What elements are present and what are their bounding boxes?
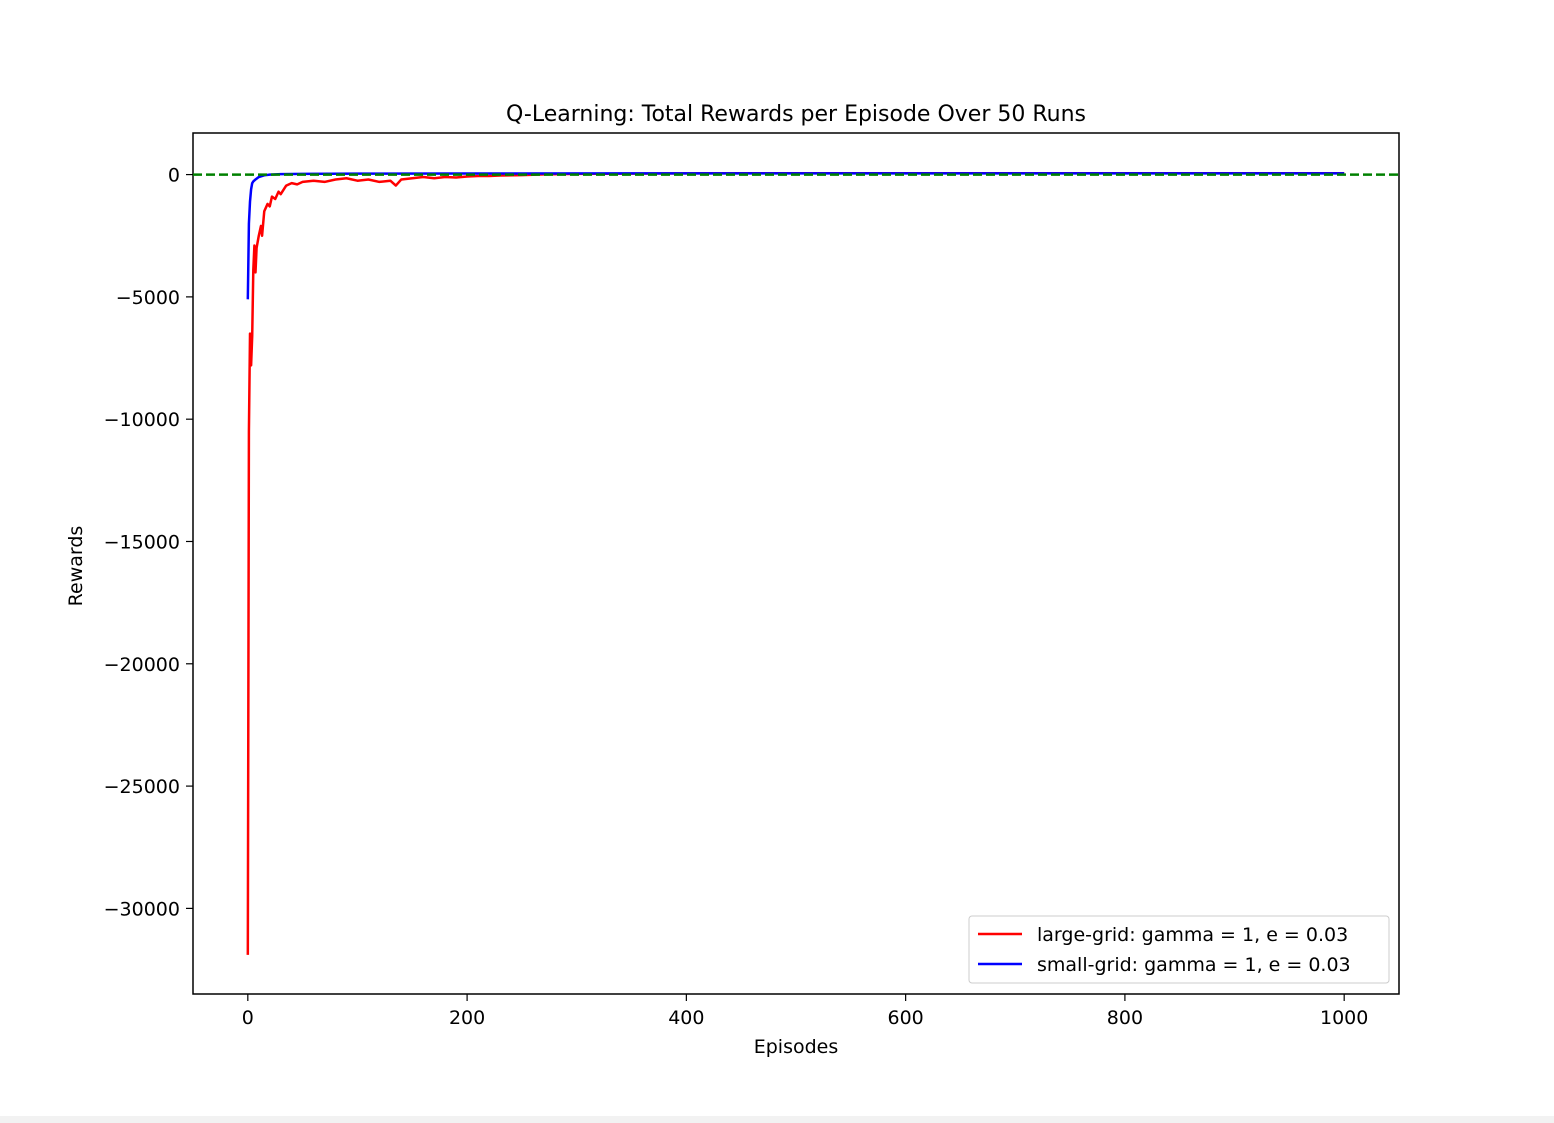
- x-tick-label: 800: [1107, 1007, 1143, 1029]
- legend-label-small-grid: small-grid: gamma = 1, e = 0.03: [1037, 954, 1351, 976]
- x-tick-label: 400: [668, 1007, 704, 1029]
- plot-area: [192, 132, 1400, 995]
- x-axis-label: Episodes: [754, 1036, 839, 1058]
- y-tick-label: −15000: [104, 531, 180, 553]
- x-tick-label: 1000: [1320, 1007, 1368, 1029]
- y-axis: 0 −5000 −10000 −15000 −20000 −25000 −30000: [104, 165, 193, 920]
- legend-frame: [968, 915, 1390, 984]
- y-tick-label: −5000: [116, 287, 180, 309]
- chart-title: Q-Learning: Total Rewards per Episode Ov…: [506, 102, 1086, 127]
- x-tick-label: 600: [888, 1007, 924, 1029]
- y-tick-label: −10000: [104, 409, 180, 431]
- bottom-strip: [0, 1116, 1554, 1123]
- y-tick-label: −30000: [104, 898, 180, 920]
- x-tick-label: 0: [242, 1007, 254, 1029]
- y-tick-label: −20000: [104, 654, 180, 676]
- axes-frame: [192, 132, 1400, 995]
- data-layer: [246, 171, 1345, 955]
- x-tick-label: 200: [449, 1007, 485, 1029]
- chart-legend: large-grid: gamma = 1, e = 0.03 small-gr…: [968, 915, 1390, 984]
- y-tick-label: 0: [168, 165, 180, 187]
- y-tick-label: −25000: [104, 776, 180, 798]
- x-axis: 0 200 400 600 800 1000: [242, 994, 1368, 1029]
- series-line-small-grid: [246, 172, 1345, 300]
- y-axis-label: Rewards: [65, 526, 87, 607]
- legend-label-large-grid: large-grid: gamma = 1, e = 0.03: [1037, 924, 1348, 946]
